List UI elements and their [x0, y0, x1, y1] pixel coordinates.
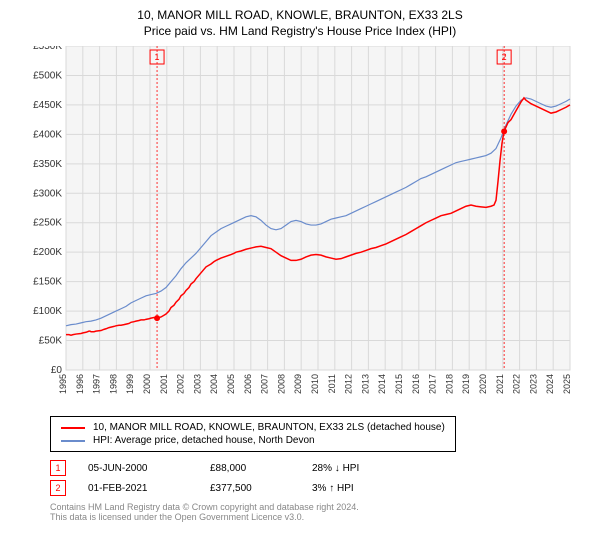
svg-text:2022: 2022	[512, 374, 522, 394]
svg-text:2003: 2003	[192, 374, 202, 394]
svg-text:2000: 2000	[142, 374, 152, 394]
svg-text:£50K: £50K	[39, 336, 63, 347]
svg-text:£400K: £400K	[33, 129, 62, 140]
svg-text:2001: 2001	[159, 374, 169, 394]
marker-number-box: 1	[50, 460, 66, 476]
svg-text:2011: 2011	[327, 374, 337, 393]
svg-text:2010: 2010	[310, 374, 320, 394]
marker-row: 1 05-JUN-2000 £88,000 28% ↓ HPI	[50, 460, 580, 476]
svg-text:2014: 2014	[377, 374, 387, 394]
legend-label: HPI: Average price, detached house, Nort…	[93, 435, 315, 446]
svg-text:2024: 2024	[545, 374, 555, 394]
price-chart: £0£50K£100K£150K£200K£250K£300K£350K£400…	[20, 46, 580, 406]
svg-text:2006: 2006	[243, 374, 253, 394]
svg-text:2018: 2018	[444, 374, 454, 394]
svg-text:1998: 1998	[108, 374, 118, 394]
svg-text:2004: 2004	[209, 374, 219, 394]
svg-text:2012: 2012	[344, 374, 354, 394]
svg-text:£350K: £350K	[33, 159, 62, 170]
marker-date: 05-JUN-2000	[88, 463, 188, 474]
svg-text:2025: 2025	[562, 374, 572, 394]
svg-text:1999: 1999	[125, 374, 135, 394]
svg-text:1: 1	[155, 52, 160, 62]
svg-text:2016: 2016	[411, 374, 421, 394]
marker-pct: 3% ↑ HPI	[312, 483, 392, 494]
svg-text:2008: 2008	[276, 374, 286, 394]
marker-row: 2 01-FEB-2021 £377,500 3% ↑ HPI	[50, 480, 580, 496]
svg-text:2009: 2009	[293, 374, 303, 394]
marker-price: £377,500	[210, 483, 290, 494]
svg-text:2005: 2005	[226, 374, 236, 394]
svg-text:£200K: £200K	[33, 247, 62, 258]
svg-text:2015: 2015	[394, 374, 404, 394]
svg-text:2023: 2023	[528, 374, 538, 394]
svg-text:£100K: £100K	[33, 306, 62, 317]
marker-number-box: 2	[50, 480, 66, 496]
svg-text:2007: 2007	[260, 374, 270, 394]
svg-text:2021: 2021	[495, 374, 505, 394]
svg-text:£300K: £300K	[33, 188, 62, 199]
legend-swatch	[61, 440, 85, 442]
attribution-line: Contains HM Land Registry data © Crown c…	[50, 502, 580, 512]
svg-text:2020: 2020	[478, 374, 488, 394]
attribution-text: Contains HM Land Registry data © Crown c…	[50, 502, 580, 522]
svg-text:2019: 2019	[461, 374, 471, 394]
legend-row: 10, MANOR MILL ROAD, KNOWLE, BRAUNTON, E…	[61, 421, 445, 434]
svg-text:2017: 2017	[428, 374, 438, 394]
legend-swatch	[61, 427, 85, 429]
svg-text:2002: 2002	[176, 374, 186, 394]
chart-canvas: £0£50K£100K£150K£200K£250K£300K£350K£400…	[20, 46, 580, 406]
svg-text:£550K: £550K	[33, 46, 62, 52]
attribution-line: This data is licensed under the Open Gov…	[50, 512, 580, 522]
legend-row: HPI: Average price, detached house, Nort…	[61, 434, 445, 447]
svg-text:1996: 1996	[75, 374, 85, 394]
svg-text:£150K: £150K	[33, 277, 62, 288]
page-title: 10, MANOR MILL ROAD, KNOWLE, BRAUNTON, E…	[12, 8, 588, 22]
marker-pct: 28% ↓ HPI	[312, 463, 392, 474]
svg-text:£450K: £450K	[33, 100, 62, 111]
marker-table: 1 05-JUN-2000 £88,000 28% ↓ HPI 2 01-FEB-2021…	[50, 460, 580, 496]
legend-label: 10, MANOR MILL ROAD, KNOWLE, BRAUNTON, E…	[93, 422, 445, 433]
svg-text:£250K: £250K	[33, 218, 62, 229]
marker-date: 01-FEB-2021	[88, 483, 188, 494]
svg-text:1997: 1997	[92, 374, 102, 394]
svg-text:1995: 1995	[58, 374, 68, 394]
legend-box: 10, MANOR MILL ROAD, KNOWLE, BRAUNTON, E…	[50, 416, 456, 452]
page-subtitle: Price paid vs. HM Land Registry's House …	[12, 24, 588, 38]
marker-price: £88,000	[210, 463, 290, 474]
svg-text:£500K: £500K	[33, 70, 62, 81]
svg-text:2: 2	[502, 52, 507, 62]
svg-text:2013: 2013	[360, 374, 370, 394]
